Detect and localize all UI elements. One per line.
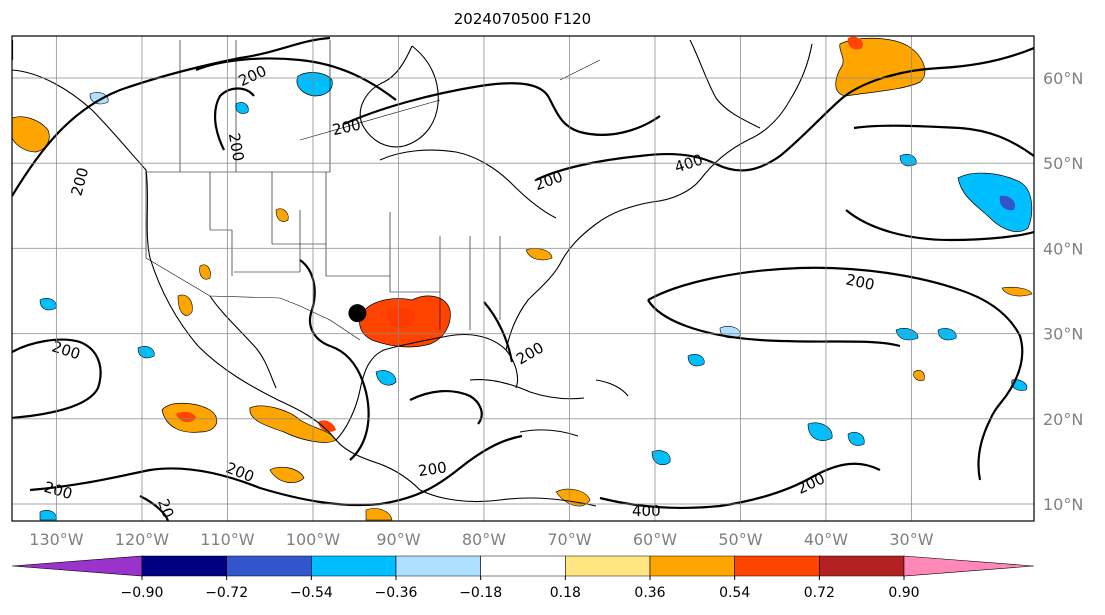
longitude-label: 90°W xyxy=(376,530,420,549)
colorbar-tick-label: 0.54 xyxy=(719,585,750,601)
colorbar-segment xyxy=(480,555,566,577)
longitude-label: 60°W xyxy=(633,530,677,549)
latitude-label: 20°N xyxy=(1043,410,1083,429)
colorbar-tick-label: −0.90 xyxy=(121,585,164,601)
colorbar-segment xyxy=(903,555,1035,577)
contour-label: 400 xyxy=(632,502,661,520)
longitude-label: 110°W xyxy=(200,530,255,549)
longitude-label: 40°W xyxy=(804,530,848,549)
colorbar-segment xyxy=(311,555,397,577)
colorbar-tick-label: 0.36 xyxy=(634,585,665,601)
colorbar-tick-label: 0.72 xyxy=(804,585,835,601)
map-area xyxy=(12,36,1034,521)
latitude-label: 30°N xyxy=(1043,325,1083,344)
map-title: 2024070500 F120 xyxy=(453,10,592,28)
contour-label: 200 xyxy=(331,116,363,140)
anomaly-fills xyxy=(12,36,1033,521)
colorbar-segment xyxy=(734,555,820,577)
colorbar-segment xyxy=(565,555,651,577)
contour-label: 200 xyxy=(225,131,248,162)
latitude-label: 10°N xyxy=(1043,495,1083,514)
graticule xyxy=(12,36,1034,521)
longitude-label: 30°W xyxy=(889,530,933,549)
location-marker xyxy=(348,304,367,323)
political-boundaries xyxy=(145,40,601,341)
longitude-labels: 130°W 120°W 110°W 100°W 90°W 80°W 70°W 60°W 50°W… xyxy=(29,530,933,549)
colorbar-segment xyxy=(395,555,481,577)
longitude-label: 120°W xyxy=(115,530,170,549)
colorbar-segment xyxy=(141,555,227,577)
latitude-labels: 60°N 50°N 40°N 30°N 20°N 10°N xyxy=(1043,69,1083,514)
coastlines xyxy=(12,39,813,507)
latitude-label: 60°N xyxy=(1043,69,1083,88)
colorbar-segment xyxy=(11,555,143,577)
colorbar: −0.90 −0.72 −0.54 −0.36 −0.18 0.18 0.36 0.54 0.7… xyxy=(11,555,1035,601)
longitude-label: 70°W xyxy=(547,530,591,549)
map-border xyxy=(11,35,1035,522)
longitude-label: 50°W xyxy=(718,530,762,549)
longitude-label: 80°W xyxy=(462,530,506,549)
latitude-label: 50°N xyxy=(1043,154,1083,173)
contour-label: 20 xyxy=(154,496,177,520)
colorbar-tick-label: −0.36 xyxy=(375,585,418,601)
contour-label: 200 xyxy=(417,458,448,480)
latitude-label: 40°N xyxy=(1043,239,1083,258)
longitude-label: 130°W xyxy=(29,530,84,549)
colorbar-tick-label: −0.72 xyxy=(205,585,248,601)
colorbar-tick-label: −0.54 xyxy=(290,585,333,601)
colorbar-segment xyxy=(649,555,735,577)
contour-label: 200 xyxy=(844,270,876,294)
longitude-label: 100°W xyxy=(286,530,341,549)
colorbar-tick-label: 0.18 xyxy=(550,585,581,601)
colorbar-segment xyxy=(819,555,905,577)
colorbar-tick-label: −0.18 xyxy=(459,585,502,601)
colorbar-segment xyxy=(226,555,312,577)
colorbar-tick-label: 0.90 xyxy=(888,585,919,601)
